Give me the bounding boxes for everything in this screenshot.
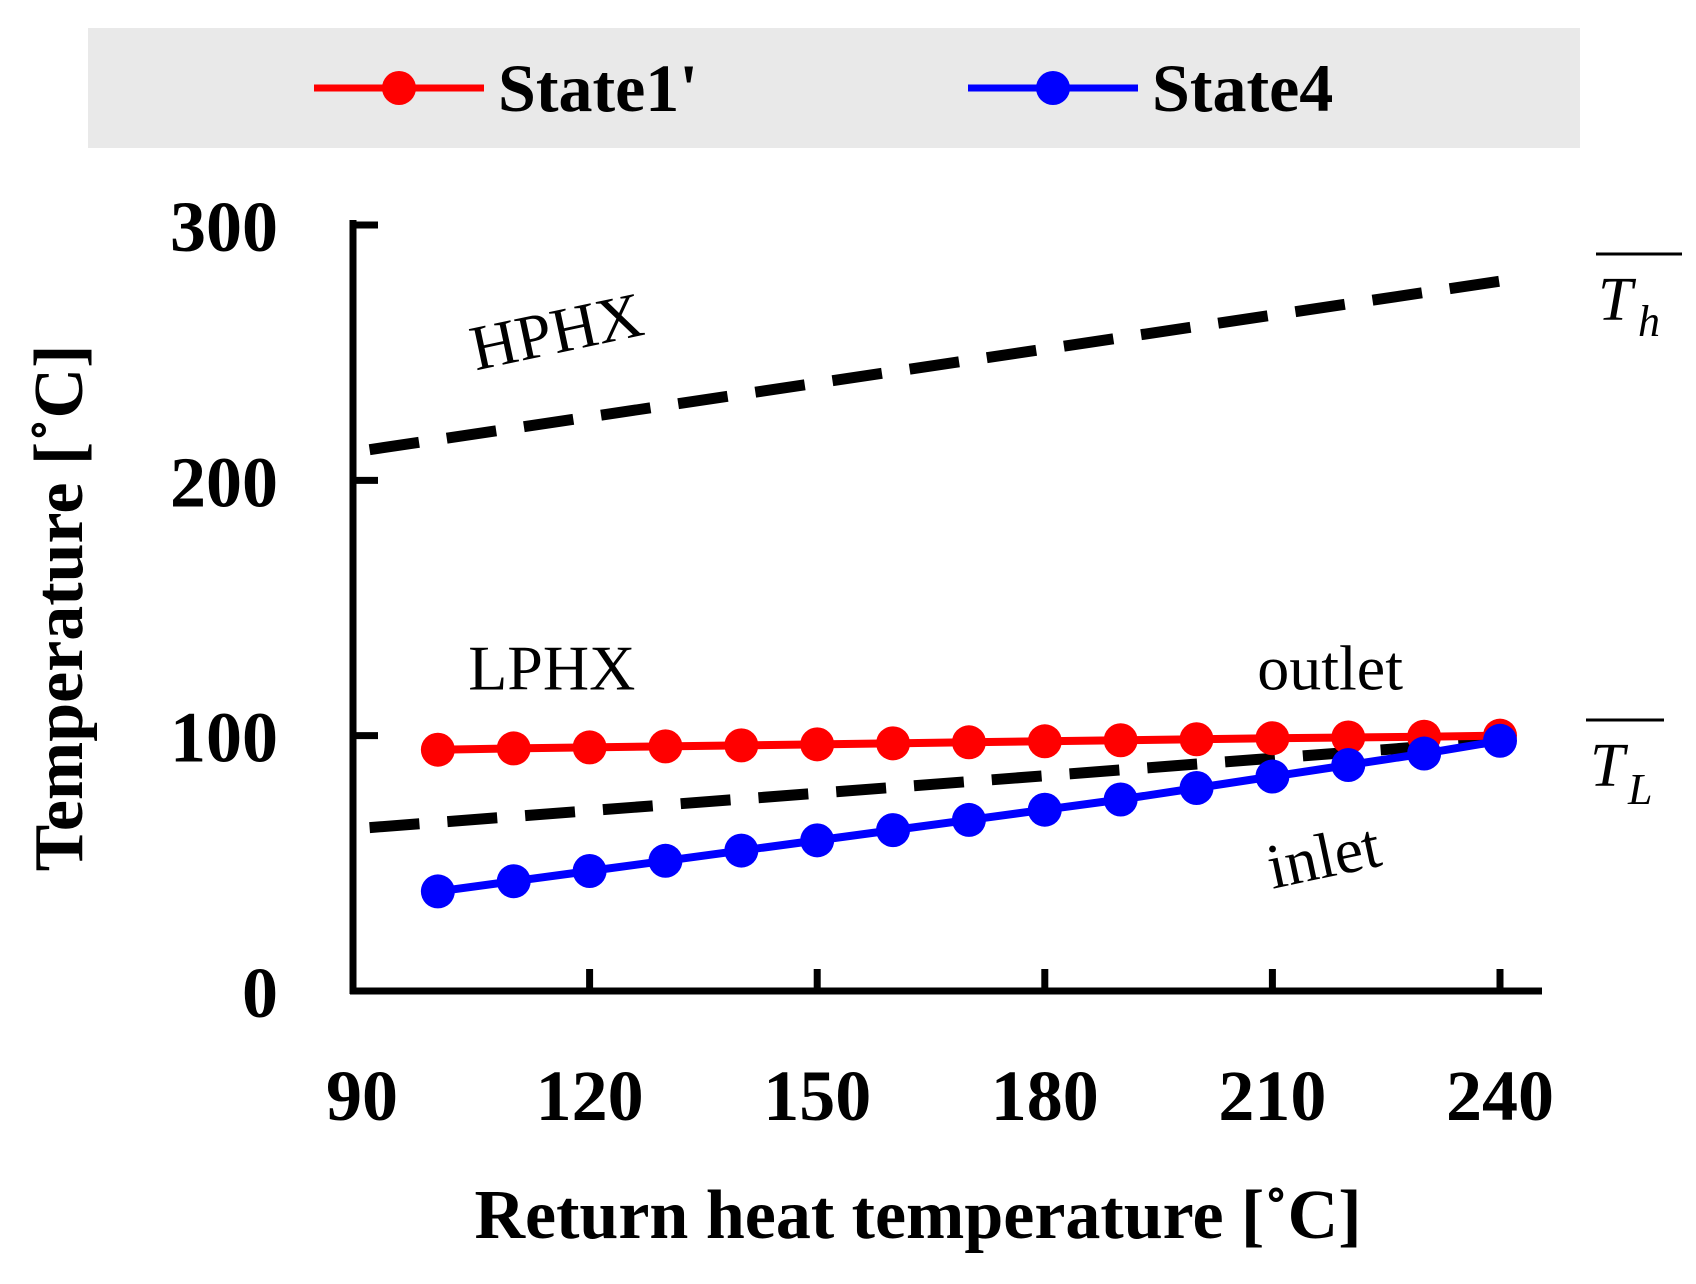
data-point xyxy=(496,864,531,899)
data-point xyxy=(496,731,531,766)
legend-background xyxy=(88,28,1580,148)
th-symbol: T xyxy=(1598,266,1637,334)
data-point xyxy=(1103,782,1138,817)
data-point xyxy=(1331,720,1366,755)
axes xyxy=(349,220,1542,995)
data-point xyxy=(1255,759,1290,794)
data-point xyxy=(1255,721,1290,756)
data-point xyxy=(800,823,835,858)
data-point xyxy=(876,726,911,761)
y-ticks: 0 100 200 300 xyxy=(170,187,378,1033)
data-point xyxy=(420,874,455,909)
y-tick-label: 300 xyxy=(170,187,278,267)
data-point xyxy=(648,729,683,764)
y-tick-label: 0 xyxy=(242,953,278,1033)
x-tick-label: 90 xyxy=(326,1056,398,1136)
reference-line-t-h xyxy=(368,275,1501,456)
tl-subscript: L xyxy=(1627,765,1652,814)
reference-lines xyxy=(368,275,1501,834)
x-tick-label: 210 xyxy=(1218,1056,1326,1136)
data-point xyxy=(876,813,911,848)
y-tick-label: 100 xyxy=(170,698,278,778)
x-tick-label: 240 xyxy=(1446,1056,1554,1136)
x-tick-label: 150 xyxy=(763,1056,871,1136)
data-point xyxy=(1179,771,1214,806)
data-point xyxy=(1331,748,1366,783)
data-point xyxy=(1027,792,1062,827)
data-point xyxy=(951,802,986,837)
data-point xyxy=(1179,722,1214,757)
data-point xyxy=(951,725,986,760)
data-point xyxy=(724,833,759,868)
annotation-inlet: inlet xyxy=(1261,809,1387,902)
data-point xyxy=(1407,736,1442,771)
x-axis-title: Return heat temperature [˚C] xyxy=(474,1177,1361,1254)
data-point xyxy=(800,727,835,762)
x-ticks: 90 120 150 180 210 240 xyxy=(326,969,1554,1136)
legend: State1' State4 xyxy=(88,28,1580,148)
data-point xyxy=(1483,723,1517,758)
data-point xyxy=(724,728,759,763)
legend-marker-state4 xyxy=(1036,71,1070,105)
y-tick-label: 200 xyxy=(170,442,278,522)
data-point xyxy=(648,843,683,878)
annotation-hphx: HPHX xyxy=(464,279,649,385)
data-point xyxy=(420,732,455,767)
th-label: T h xyxy=(1596,252,1682,346)
th-subscript: h xyxy=(1638,297,1660,346)
annotation-outlet: outlet xyxy=(1257,633,1403,704)
series-layer xyxy=(420,718,1517,909)
x-tick-label: 180 xyxy=(991,1056,1099,1136)
legend-label-state4: State4 xyxy=(1152,50,1333,126)
data-point xyxy=(1103,723,1138,758)
tl-label: T L xyxy=(1586,718,1664,814)
legend-label-state1: State1' xyxy=(498,50,698,126)
legend-marker-state1 xyxy=(382,71,416,105)
annotations: HPHX LPHX outlet inlet xyxy=(464,279,1403,903)
reference-line-t-l xyxy=(369,735,1501,834)
annotation-lphx: LPHX xyxy=(468,633,635,704)
y-axis-title: Temperature [˚C] xyxy=(21,345,98,872)
tl-symbol: T xyxy=(1590,732,1629,800)
data-point xyxy=(572,853,607,888)
data-point xyxy=(1027,724,1062,759)
data-point xyxy=(572,730,607,765)
x-tick-label: 120 xyxy=(536,1056,644,1136)
